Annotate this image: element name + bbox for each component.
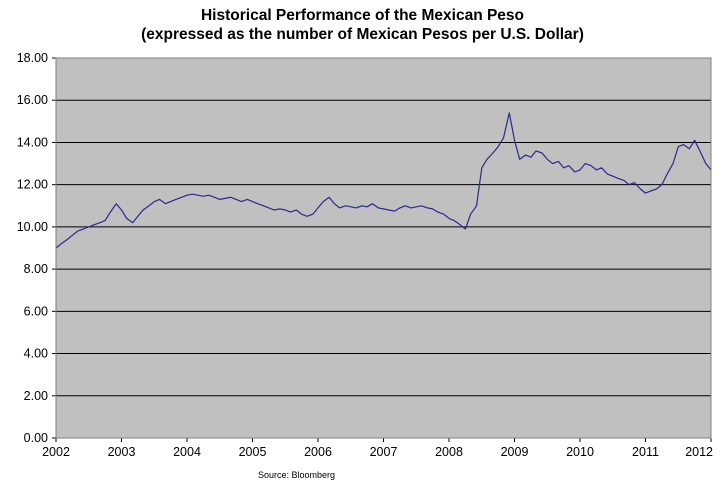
x-tick-label: 2003: [108, 445, 136, 459]
y-tick-label: 2.00: [24, 389, 48, 403]
y-tick-label: 0.00: [24, 431, 48, 445]
chart-title: Historical Performance of the Mexican Pe…: [200, 7, 525, 24]
plot-border: [55, 57, 712, 439]
y-tick-label: 16.00: [17, 93, 48, 107]
x-tick-label: 2012: [685, 445, 713, 459]
chart-subtitle: (expressed as the number of Mexican Peso…: [141, 26, 584, 43]
source-note: Source: Bloomberg: [258, 470, 336, 480]
y-tick-label: 14.00: [17, 135, 48, 149]
x-tick-label: 2009: [501, 445, 529, 459]
x-tick-label: 2008: [435, 445, 463, 459]
x-tick-label: 2011: [632, 445, 659, 459]
x-tick-label: 2005: [239, 445, 267, 459]
gridlines: [56, 99, 711, 397]
x-tick-label: 2007: [370, 445, 398, 459]
y-tick-label: 18.00: [17, 51, 48, 65]
x-axis-ticks: 2002 2003 2004 2005 2006 2007 2008 2009 2010 2011…: [42, 438, 713, 459]
y-tick-label: 10.00: [17, 220, 48, 234]
y-tick-label: 12.00: [17, 178, 48, 192]
x-tick-label: 2004: [173, 445, 201, 459]
x-tick-label: 2002: [42, 445, 70, 459]
y-tick-label: 6.00: [24, 304, 48, 318]
y-tick-label: 4.00: [24, 347, 48, 361]
plot-area: [56, 58, 711, 438]
y-tick-label: 8.00: [24, 262, 48, 276]
x-tick-label: 2006: [304, 445, 332, 459]
y-axis-ticks: 0.00 2.00 4.00 6.00 8.00 10.00 12.00 14.00 16.00…: [17, 51, 56, 445]
x-tick-label: 2010: [566, 445, 594, 459]
series-line-peso-per-usd: [55, 112, 712, 249]
